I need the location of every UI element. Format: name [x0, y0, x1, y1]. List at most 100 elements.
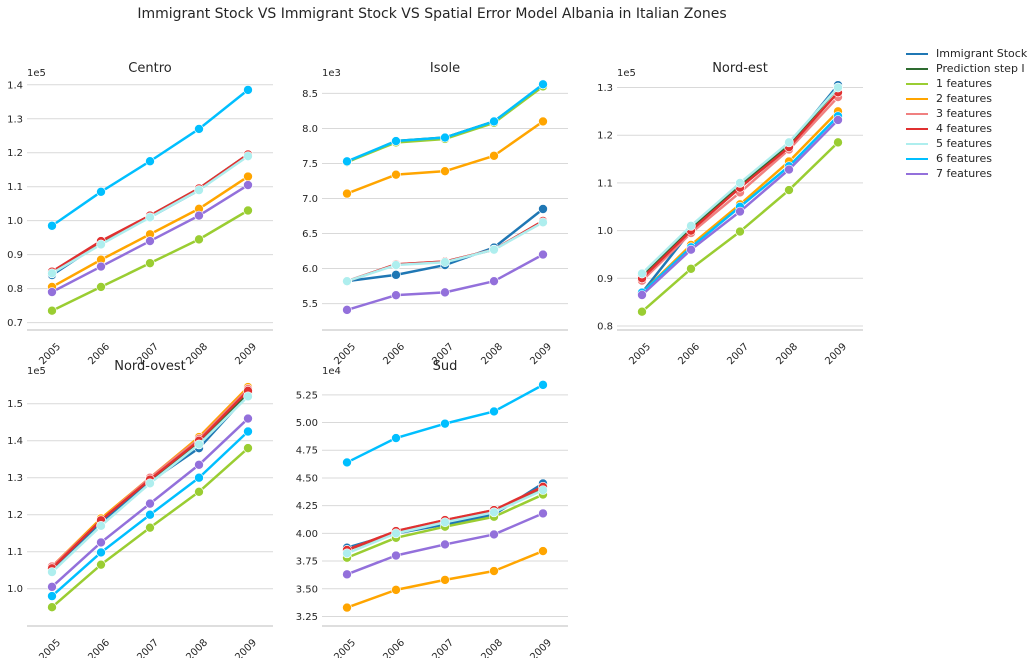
series-2-features	[47, 171, 253, 292]
y-tick-label: 8.5	[302, 89, 318, 100]
y-tick-label: 3.75	[296, 557, 318, 568]
data-point	[391, 260, 401, 270]
series-line	[346, 83, 544, 163]
data-point	[342, 548, 352, 559]
x-tick-label: 2006	[86, 637, 112, 658]
data-point	[538, 485, 548, 495]
data-point	[145, 478, 155, 489]
data-point	[538, 546, 548, 556]
legend-item: 1 features	[906, 76, 1027, 91]
y-tick-label: 7.0	[302, 194, 318, 205]
y-tick-label: 3.25	[296, 612, 318, 623]
data-point	[489, 276, 499, 286]
data-point	[47, 602, 57, 613]
series-5-features	[637, 82, 843, 279]
data-point	[391, 433, 401, 443]
y-tick-label: 0.7	[7, 318, 23, 329]
data-point	[96, 537, 106, 548]
data-point	[96, 187, 106, 197]
panel-nord-est: 0.8 0.9 1.0 1.1 1.2 1.3 2005 2006 2007 2008 2009 No…	[597, 61, 863, 367]
legend-label: 6 features	[936, 152, 992, 165]
data-point	[538, 249, 548, 260]
data-point	[145, 258, 155, 268]
data-point	[784, 137, 794, 148]
data-point	[440, 287, 450, 298]
data-point	[96, 261, 106, 272]
data-point	[243, 391, 253, 402]
legend-label: Prediction step I	[936, 62, 1025, 75]
y-tick-label: 1.2	[7, 510, 23, 521]
data-point	[391, 528, 401, 539]
chart-figure: 0.7 0.8 0.9 1.0 1.1 1.2 1.3 1.4 2005 2006 2007 2008…	[7, 61, 863, 658]
data-point	[686, 221, 696, 231]
panel-title: Isole	[430, 61, 460, 76]
data-point	[538, 217, 548, 228]
series-6-features	[47, 426, 253, 601]
series-7-features	[47, 180, 253, 297]
y-tick-label: 1.0	[7, 584, 23, 595]
data-point	[440, 257, 450, 268]
data-point	[342, 305, 352, 315]
legend: Immigrant Stock Prediction step I 1 featur…	[906, 46, 1027, 181]
y-tick-label: 7.5	[302, 159, 318, 170]
x-tick-label: 2005	[332, 637, 358, 658]
y-tick-label: 1.0	[7, 216, 23, 227]
data-point	[194, 124, 204, 134]
y-tick-label: 1.3	[597, 83, 613, 94]
legend-label: 5 features	[936, 137, 992, 150]
data-point	[194, 486, 204, 497]
axis-scale-label: 1e3	[322, 68, 341, 79]
series-5-features	[47, 151, 253, 279]
data-point	[784, 185, 794, 195]
y-tick-label: 5.25	[296, 390, 318, 401]
data-point	[145, 509, 155, 520]
data-point	[538, 508, 548, 519]
series-line	[346, 85, 544, 164]
axis-scale-label: 1e5	[617, 68, 636, 79]
series-2-features	[342, 546, 548, 613]
data-point	[342, 188, 352, 199]
x-tick-label: 2008	[479, 637, 505, 658]
y-tick-label: 4.00	[296, 529, 318, 540]
series-1-features	[47, 205, 253, 316]
data-point	[686, 263, 696, 274]
series-7-features	[342, 508, 548, 580]
x-tick-label: 2006	[86, 341, 112, 367]
data-point	[489, 244, 499, 255]
data-point	[47, 220, 57, 231]
data-point	[194, 439, 204, 450]
series-6-features	[342, 79, 548, 167]
data-point	[342, 156, 352, 167]
legend-label: 1 features	[936, 77, 992, 90]
x-tick-label: 2009	[233, 637, 259, 658]
y-tick-label: 0.8	[7, 284, 23, 295]
series-6-features	[342, 380, 548, 468]
data-point	[342, 569, 352, 580]
axis-scale-label: 1e4	[322, 366, 341, 377]
data-point	[489, 566, 499, 576]
panel-title: Sud	[433, 359, 458, 374]
data-point	[391, 270, 401, 280]
panel-title: Nord-est	[712, 61, 768, 76]
data-point	[538, 116, 548, 127]
data-point	[47, 567, 57, 577]
data-point	[735, 206, 745, 217]
data-point	[489, 406, 499, 417]
legend-swatch	[906, 52, 928, 55]
y-tick-label: 1.2	[7, 148, 23, 159]
series-3-features	[342, 216, 548, 286]
x-tick-label: 2006	[381, 637, 407, 658]
y-tick-label: 1.1	[7, 547, 23, 558]
data-point	[243, 413, 253, 424]
legend-label: 7 features	[936, 167, 992, 180]
data-point	[637, 268, 647, 279]
data-point	[489, 150, 499, 161]
data-point	[440, 539, 450, 550]
legend-swatch	[906, 97, 928, 100]
data-point	[538, 79, 548, 90]
data-point	[833, 115, 843, 125]
data-point	[96, 547, 106, 558]
y-tick-label: 1.0	[597, 226, 613, 237]
y-tick-label: 1.3	[7, 473, 23, 484]
data-point	[391, 550, 401, 561]
